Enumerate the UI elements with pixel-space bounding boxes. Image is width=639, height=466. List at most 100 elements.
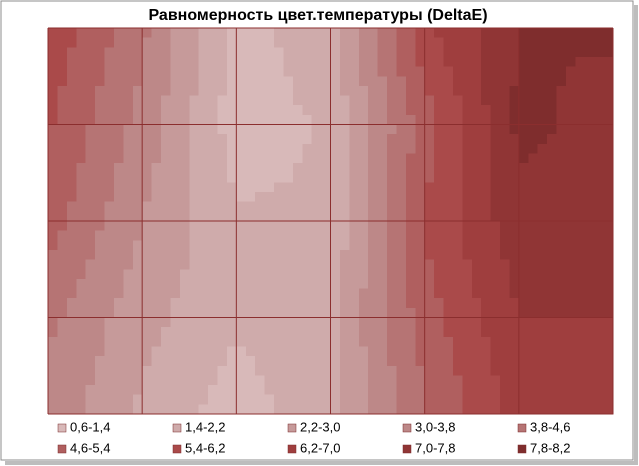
contour-cell [368, 298, 379, 309]
contour-cell [85, 240, 96, 251]
contour-cell [161, 298, 172, 309]
contour-cell [236, 143, 247, 155]
contour-cell [387, 336, 398, 348]
contour-cell [198, 192, 209, 203]
contour-cell [311, 259, 322, 270]
contour-cell [415, 230, 426, 241]
contour-cell [405, 192, 416, 203]
contour-cell [349, 201, 360, 212]
contour-cell [377, 37, 388, 48]
contour-cell [405, 221, 416, 232]
contour-cell [462, 201, 473, 212]
contour-cell [471, 375, 482, 386]
contour-cell [471, 307, 482, 319]
contour-cell [189, 336, 200, 348]
contour-cell [85, 143, 96, 155]
contour-cell [66, 56, 77, 68]
contour-cell [603, 317, 614, 328]
contour-cell [603, 327, 614, 338]
contour-cell [57, 221, 68, 232]
contour-cell [132, 37, 143, 48]
contour-cell [434, 134, 445, 145]
contour-cell [584, 240, 595, 251]
contour-cell [198, 221, 209, 232]
contour-cell [481, 356, 492, 367]
contour-cell [245, 85, 256, 97]
contour-cell [565, 317, 576, 328]
contour-cell [330, 211, 341, 222]
contour-cell [274, 269, 285, 280]
contour-cell [528, 172, 539, 183]
contour-cell [226, 76, 237, 87]
contour-cell [358, 182, 369, 193]
contour-cell [490, 336, 501, 348]
contour-cell [95, 394, 106, 405]
contour-cell [208, 230, 219, 241]
contour-cell [113, 134, 124, 145]
contour-cell [255, 124, 266, 135]
contour-cell [161, 28, 172, 39]
contour-cell [57, 134, 68, 145]
contour-cell [198, 327, 209, 338]
contour-cell [584, 172, 595, 183]
contour-cell [123, 192, 134, 203]
contour-cell [481, 278, 492, 290]
contour-cell [236, 269, 247, 280]
contour-cell [537, 394, 548, 405]
contour-cell [547, 37, 558, 48]
contour-cell [255, 153, 266, 164]
contour-cell [161, 192, 172, 203]
contour-cell [264, 394, 275, 405]
contour-cell [575, 288, 586, 299]
contour-cell [198, 124, 209, 135]
contour-cell [66, 95, 77, 106]
contour-cell [57, 317, 68, 328]
contour-cell [471, 269, 482, 280]
contour-cell [302, 95, 313, 106]
contour-cell [584, 37, 595, 48]
contour-cell [142, 346, 153, 357]
contour-cell [537, 307, 548, 319]
contour-cell [321, 278, 332, 290]
contour-cell [151, 385, 162, 396]
contour-cell [471, 327, 482, 338]
contour-cell [123, 182, 134, 193]
contour-cell [66, 192, 77, 203]
contour-cell [198, 317, 209, 328]
contour-cell [302, 288, 313, 299]
contour-cell [339, 278, 350, 290]
contour-cell [434, 249, 445, 261]
contour-cell [481, 346, 492, 357]
contour-cell [339, 56, 350, 68]
contour-cell [189, 356, 200, 367]
contour-cell [274, 288, 285, 299]
contour-cell [528, 66, 539, 77]
contour-cell [443, 288, 454, 299]
contour-cell [179, 114, 190, 126]
contour-cell [339, 172, 350, 183]
contour-cell [396, 85, 407, 97]
contour-cell [151, 172, 162, 183]
contour-cell [603, 230, 614, 241]
contour-cell [226, 404, 237, 415]
contour-cell [217, 95, 228, 106]
contour-cell [123, 404, 134, 415]
contour-cell [396, 346, 407, 357]
contour-cell [349, 95, 360, 106]
contour-cell [283, 278, 294, 290]
contour-cell [179, 172, 190, 183]
contour-cell [170, 182, 181, 193]
contour-cell [415, 365, 426, 376]
contour-cell [358, 37, 369, 48]
contour-cell [123, 47, 134, 58]
contour-cell [481, 143, 492, 155]
contour-cell [434, 307, 445, 319]
contour-cell [471, 47, 482, 58]
contour-cell [405, 105, 416, 116]
contour-cell [302, 404, 313, 415]
contour-cell [226, 249, 237, 261]
contour-cell [396, 269, 407, 280]
contour-cell [547, 327, 558, 338]
contour-cell [198, 114, 209, 126]
contour-cell [217, 28, 228, 39]
